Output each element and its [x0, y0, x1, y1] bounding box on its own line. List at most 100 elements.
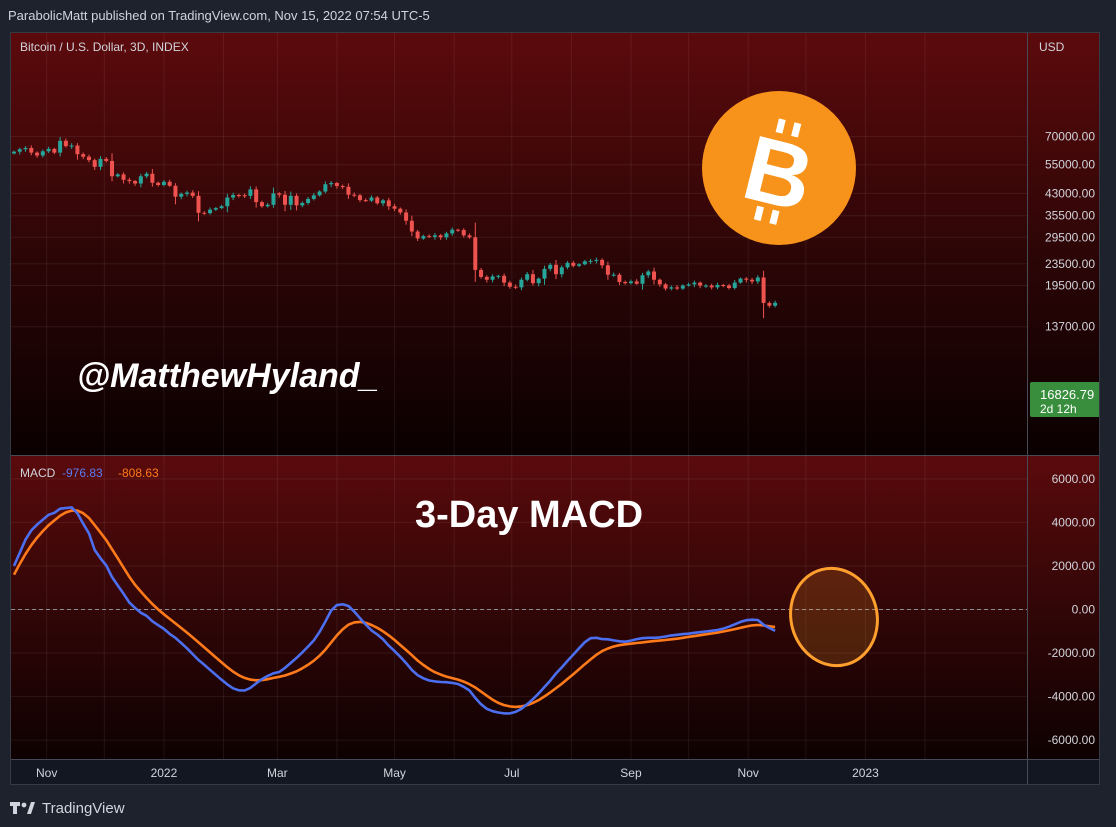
price-axis[interactable]: 70000.00 55000.00 43000.00 35500.00 29500.00…: [1045, 130, 1095, 334]
candle: [709, 283, 714, 290]
candle: [179, 192, 184, 200]
candle: [577, 263, 582, 268]
macd-axis-label: -6000.00: [1048, 733, 1096, 747]
grid-lines: [11, 33, 1027, 759]
candle: [35, 151, 40, 158]
candle: [156, 181, 161, 187]
symbol-line: Bitcoin / U.S. Dollar, 3D, INDEX: [20, 40, 189, 54]
candle: [617, 272, 622, 286]
candle: [450, 227, 455, 236]
candle: [323, 181, 328, 194]
candle: [288, 191, 293, 210]
candle: [52, 147, 57, 155]
last-price-value: 16826.79: [1040, 387, 1094, 402]
candle: [346, 183, 351, 199]
price-axis-label: 70000.00: [1045, 130, 1095, 144]
candle: [208, 207, 213, 215]
chart-svg[interactable]: Bitcoin / U.S. Dollar, 3D, INDEX USD 700…: [11, 33, 1100, 785]
candle: [750, 277, 755, 285]
candle: [254, 186, 259, 208]
candle: [40, 149, 45, 158]
candle: [236, 193, 241, 198]
candle: [525, 272, 530, 282]
time-axis-label: Nov: [738, 766, 759, 780]
price-axis-label: 29500.00: [1045, 230, 1095, 244]
signal-line[interactable]: [12, 509, 776, 709]
candle: [455, 228, 460, 232]
price-axis-label: 55000.00: [1045, 158, 1095, 172]
macd-axis[interactable]: 6000.00 4000.00 2000.00 0.00 -2000.00 -4000.0…: [1048, 472, 1096, 747]
time-axis-label: 2022: [151, 766, 178, 780]
price-axis-label: 35500.00: [1045, 209, 1095, 223]
candle: [265, 202, 270, 208]
candle: [542, 265, 547, 285]
candle: [81, 152, 86, 160]
candle: [715, 282, 720, 290]
bitcoin-logo-icon: B: [702, 91, 856, 245]
candle: [271, 187, 276, 208]
candlestick-series[interactable]: [12, 136, 778, 319]
tradingview-logo-icon: [10, 802, 35, 814]
candle: [23, 146, 28, 152]
time-axis[interactable]: Nov 2022 Mar May Jul Sep Nov 2023: [36, 766, 879, 780]
publisher-line: ParabolicMatt published on TradingView.c…: [8, 8, 430, 23]
time-axis-label: Jul: [504, 766, 519, 780]
candle: [127, 177, 132, 184]
candle: [277, 192, 282, 198]
macd-line[interactable]: [12, 506, 776, 715]
highlight-circle: [789, 566, 879, 668]
candle: [732, 280, 737, 290]
candle: [219, 204, 224, 210]
candle: [519, 277, 524, 291]
candle: [767, 301, 772, 308]
candle: [582, 259, 587, 266]
candle: [669, 285, 674, 291]
candle: [334, 181, 339, 189]
candle: [409, 215, 414, 237]
time-axis-background: [11, 759, 1099, 784]
candle: [283, 190, 288, 212]
last-price-marker: 16826.79 2d 12h: [1030, 382, 1099, 417]
candle: [202, 211, 207, 215]
candle: [634, 279, 639, 285]
candle: [761, 270, 766, 319]
candle: [133, 180, 138, 186]
candle: [680, 284, 685, 290]
candle: [530, 269, 535, 286]
candle: [86, 154, 91, 163]
time-axis-label: Sep: [620, 766, 642, 780]
macd-axis-label: 2000.00: [1052, 559, 1096, 573]
candle: [184, 190, 189, 197]
candle: [698, 281, 703, 289]
candle: [427, 234, 432, 238]
candle: [357, 193, 362, 203]
candle: [490, 274, 495, 283]
candle: [196, 191, 201, 222]
candle: [69, 143, 74, 149]
candle: [12, 150, 16, 155]
time-axis-label: May: [383, 766, 406, 780]
macd-axis-label: -2000.00: [1048, 646, 1096, 660]
macd-title: 3-Day MACD: [415, 494, 643, 536]
candle: [548, 262, 553, 272]
candle: [115, 173, 120, 178]
candle: [646, 269, 651, 278]
macd-axis-label: 6000.00: [1052, 472, 1096, 486]
price-pane-background: [11, 33, 1099, 455]
candle: [63, 138, 68, 148]
candle: [640, 272, 645, 290]
candle: [138, 173, 143, 188]
candle: [444, 231, 449, 240]
candle: [628, 279, 633, 285]
candle: [329, 180, 334, 188]
candle: [231, 192, 236, 201]
chart-frame[interactable]: Bitcoin / U.S. Dollar, 3D, INDEX USD 700…: [10, 32, 1100, 785]
candle: [150, 169, 155, 187]
footer: TradingView: [10, 796, 125, 820]
watermark-handle: @MatthewHyland_: [77, 357, 378, 395]
candle: [121, 172, 126, 184]
candle: [726, 283, 731, 290]
candle: [75, 143, 80, 160]
candle: [317, 190, 322, 197]
candle: [225, 193, 230, 213]
